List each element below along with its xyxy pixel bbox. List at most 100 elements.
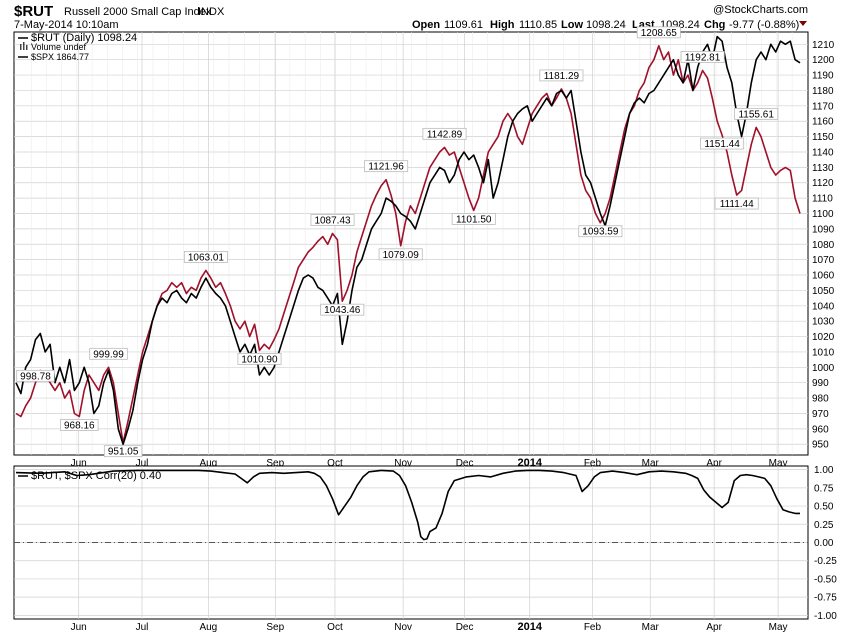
- price-annotation: 951.05: [103, 445, 143, 458]
- chart-symbol: $RUT: [14, 3, 53, 20]
- annotation-label: 1181.29: [544, 71, 580, 82]
- price-x-tick-label: Apr: [706, 458, 722, 469]
- price-y-tick-label: 1140: [812, 147, 834, 158]
- correlation-grid: [14, 466, 808, 619]
- price-x-tick-label: May: [769, 458, 788, 469]
- annotation-label: 1079.09: [383, 250, 420, 261]
- price-annotation: 1079.09: [378, 248, 423, 261]
- price-y-tick-label: 950: [812, 440, 829, 451]
- price-annotation: 1101.50: [451, 213, 496, 225]
- price-y-tick-label: 1010: [812, 347, 835, 358]
- low-value: 1098.24: [586, 19, 626, 31]
- ohlc-readout: Open 1109.61 High 1110.85 Low 1098.24 La…: [412, 19, 807, 31]
- price-y-tick-label: 1070: [812, 255, 835, 266]
- volume-icon: [20, 42, 28, 50]
- corr-x-tick-label: Dec: [456, 622, 474, 633]
- annotation-label: 1043.46: [324, 305, 361, 316]
- correlation-legend: $RUT, $SPX Corr(20) 0.40: [18, 470, 161, 482]
- price-y-tick-label: 1180: [812, 86, 834, 97]
- price-y-tick-label: 990: [812, 378, 829, 389]
- price-y-tick-label: 1020: [812, 332, 835, 343]
- annotation-box: [700, 137, 745, 150]
- price-annotation: 1043.46: [320, 303, 365, 316]
- price-x-tick-label: Sep: [266, 458, 284, 469]
- price-annotation: 1010.90: [237, 353, 282, 365]
- price-y-tick-label: 1030: [812, 317, 835, 328]
- chg-label: Chg: [704, 19, 725, 31]
- price-y-tick-label: 960: [812, 424, 829, 435]
- open-value: 1109.61: [444, 19, 483, 31]
- spx-price-line: [15, 45, 801, 444]
- price-annotation: 1087.43: [310, 214, 355, 227]
- annotation-box: [734, 107, 779, 120]
- price-y-tick-label: 1060: [812, 271, 835, 282]
- correlation-line: [15, 469, 800, 541]
- annotation-box: [636, 26, 681, 39]
- down-arrow-icon: [799, 21, 807, 26]
- price-annotations: 998.78 968.16 999.99 951.05 1063.01 1010.90 10…: [16, 26, 779, 458]
- price-annotation: 1093.59: [578, 225, 623, 238]
- price-annotation: 1063.01: [183, 251, 228, 263]
- rut-legend-label: $RUT (Daily) 1098.24: [31, 32, 137, 44]
- corr-x-tick-label: Oct: [327, 622, 343, 633]
- annotation-box: [539, 69, 584, 82]
- price-x-tick-label: Nov: [394, 458, 412, 469]
- corr-y-tick-label: 0.25: [814, 520, 834, 531]
- annotation-box: [237, 353, 282, 365]
- price-x-tick-label: Aug: [199, 458, 217, 469]
- annotation-box: [103, 445, 143, 458]
- corr-y-tick-label: -1.00: [814, 611, 837, 622]
- price-annotation: 1192.81: [680, 51, 725, 63]
- price-y-tick-label: 1000: [812, 363, 835, 374]
- annotation-label: 1101.50: [456, 214, 492, 225]
- annotation-label: 998.78: [20, 371, 51, 382]
- annotation-box: [680, 51, 725, 63]
- corr-x-tick-label: Apr: [706, 622, 722, 633]
- price-x-tick-label: Dec: [456, 458, 474, 469]
- corr-y-tick-label: 0.50: [814, 502, 834, 513]
- annotation-box: [320, 303, 365, 316]
- chart-exchange: INDX: [198, 6, 225, 18]
- high-value: 1110.85: [519, 19, 557, 31]
- annotation-box: [60, 419, 99, 431]
- price-y-tick-label: 1160: [812, 117, 834, 128]
- price-panel: [13, 31, 809, 456]
- open-label: Open: [412, 19, 440, 31]
- annotation-label: 1111.44: [720, 199, 754, 210]
- chg-value: -9.77 (-0.88%): [729, 19, 799, 31]
- price-y-tick-label: 980: [812, 394, 829, 405]
- correlation-x-axis: Jun Jul Aug Sep Oct Nov Dec 2014 Feb Mar Apr May: [71, 621, 788, 633]
- price-x-tick-label: Oct: [327, 458, 343, 469]
- price-annotation: 1181.29: [539, 69, 584, 82]
- chart-index-name: Russell 2000 Small Cap Index: [64, 6, 212, 18]
- price-grid: [14, 32, 808, 455]
- annotation-label: 1208.65: [641, 28, 678, 39]
- volume-legend-label: Volume undef: [31, 42, 87, 52]
- high-label: High: [490, 19, 515, 31]
- corr-y-tick-label: -0.50: [814, 574, 837, 585]
- price-annotation: 999.99: [89, 347, 128, 360]
- annotation-box: [451, 213, 496, 225]
- corr-x-tick-label: 2014: [517, 621, 542, 633]
- price-annotation: 998.78: [16, 369, 55, 382]
- corr-y-tick-label: -0.75: [814, 593, 837, 604]
- rut-price-line: [15, 35, 801, 445]
- price-annotation: 1121.96: [364, 160, 409, 173]
- stockcharts-watermark: @StockCharts.com: [713, 4, 808, 16]
- price-y-tick-label: 1050: [812, 286, 835, 297]
- annotation-label: 1121.96: [368, 162, 404, 173]
- corr-x-tick-label: Jul: [136, 622, 149, 633]
- annotation-box: [16, 369, 55, 382]
- annotation-box: [578, 225, 623, 238]
- annotation-label: 1010.90: [241, 354, 278, 365]
- corr-x-tick-label: Nov: [394, 622, 412, 633]
- price-x-tick-label: Feb: [584, 458, 602, 469]
- correlation-series: [15, 469, 800, 541]
- price-annotation: 1111.44: [714, 197, 759, 210]
- corr-y-tick-label: -0.25: [814, 556, 837, 567]
- corr-y-tick-label: 0.00: [814, 538, 834, 549]
- corr-x-tick-label: Jun: [71, 622, 87, 633]
- price-y-tick-label: 1090: [812, 224, 835, 235]
- price-annotation: 1151.44: [700, 137, 745, 150]
